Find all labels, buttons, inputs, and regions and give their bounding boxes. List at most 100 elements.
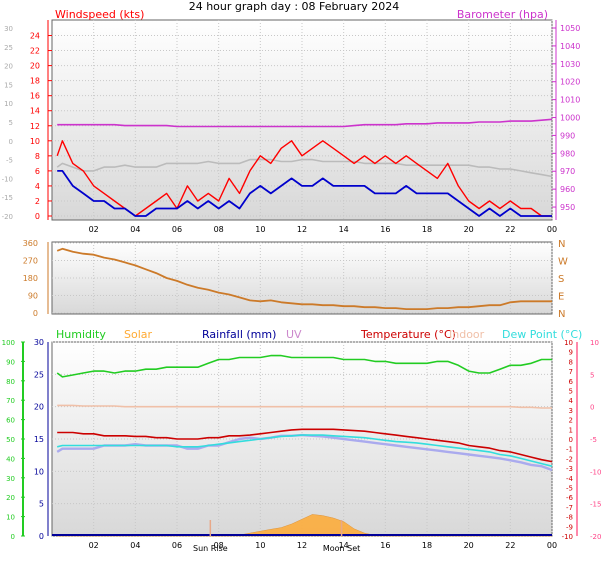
baro-tick-label: 1050 bbox=[560, 24, 580, 33]
direction-tick-label: 360 bbox=[23, 239, 38, 248]
humidity-tick-label: 80 bbox=[6, 378, 15, 386]
temp-tick-label: 2 bbox=[569, 417, 573, 425]
temp-tick-label: -6 bbox=[566, 494, 574, 502]
temp-panel-x-tick: 00 bbox=[547, 541, 557, 550]
humidity-tick-label: 30 bbox=[6, 475, 15, 483]
compass-tick-label: N bbox=[558, 309, 565, 320]
temp-tick-label: -4 bbox=[566, 475, 574, 483]
dewpoint-line bbox=[57, 434, 553, 467]
baro-tick-label: 1010 bbox=[560, 96, 580, 105]
wind-tick-label: 8 bbox=[35, 152, 40, 161]
temp-major-tick-label: 0 bbox=[590, 404, 594, 412]
wind-tick-label: 12 bbox=[30, 122, 40, 131]
temp-panel-x-tick: 02 bbox=[89, 541, 99, 550]
temp-tick-label: -1 bbox=[566, 446, 573, 454]
temp-major-tick-label: 10 bbox=[590, 339, 599, 347]
secondary-axis-tick: -15 bbox=[2, 194, 13, 202]
baro-tick-label: 1000 bbox=[560, 114, 580, 123]
temp-tick-label: -5 bbox=[566, 485, 573, 493]
temp-panel-x-tick: 06 bbox=[172, 541, 182, 550]
temp-major-tick-label: -5 bbox=[590, 436, 597, 444]
humidity-tick-label: 100 bbox=[2, 339, 15, 347]
wind-tick-label: 0 bbox=[35, 212, 40, 221]
temp-major-tick-label: -20 bbox=[590, 533, 601, 541]
rain-tick-label: 30 bbox=[34, 338, 44, 347]
compass-tick-label: E bbox=[558, 292, 564, 303]
wind-tick-label: 16 bbox=[30, 92, 40, 101]
secondary-axis-tick: -20 bbox=[2, 213, 13, 221]
wind-tick-label: 18 bbox=[30, 77, 40, 86]
temp-tick-label: 4 bbox=[569, 397, 574, 405]
baro-tick-label: 1040 bbox=[560, 42, 580, 51]
plots: 242220181614121086420302520151050-5-10-1… bbox=[2, 8, 602, 553]
wind-tick-label: 22 bbox=[30, 47, 40, 56]
temp-tick-label: 7 bbox=[569, 368, 573, 376]
secondary-axis-tick: 15 bbox=[4, 81, 13, 89]
legend-windspeed: Windspeed (kts) bbox=[55, 8, 144, 21]
rain-tick-label: 10 bbox=[34, 467, 44, 476]
humidity-tick-label: 50 bbox=[6, 436, 15, 444]
temp-tick-label: 6 bbox=[569, 378, 574, 386]
extra-series-line bbox=[56, 158, 553, 178]
direction-tick-label: 270 bbox=[23, 257, 38, 266]
secondary-axis-tick: 10 bbox=[4, 100, 13, 108]
wind-panel-x-tick: 00 bbox=[547, 225, 557, 234]
wind-panel-x-tick: 02 bbox=[89, 225, 99, 234]
humidity-tick-label: 70 bbox=[6, 397, 15, 405]
baro-tick-label: 1030 bbox=[560, 60, 580, 69]
humidity-tick-label: 90 bbox=[6, 358, 15, 366]
temp-major-tick-label: 5 bbox=[590, 371, 594, 379]
temp-panel-x-tick: 22 bbox=[505, 541, 515, 550]
baro-tick-label: 960 bbox=[560, 185, 575, 194]
temp-tick-label: 3 bbox=[569, 407, 573, 415]
wind-tick-label: 6 bbox=[35, 167, 40, 176]
wind-panel-x-tick: 08 bbox=[214, 225, 224, 234]
temp-panel-x-tick: 20 bbox=[464, 541, 474, 550]
temp-panel-x-tick: 12 bbox=[297, 541, 307, 550]
wind-panel-x-tick: 14 bbox=[339, 225, 349, 234]
rain-tick-label: 5 bbox=[39, 500, 44, 509]
baro-tick-label: 990 bbox=[560, 131, 575, 140]
temp-tick-label: 9 bbox=[569, 349, 573, 357]
temp-tick-label: -2 bbox=[566, 455, 573, 463]
humidity-line bbox=[56, 354, 552, 378]
wind-average-line bbox=[57, 169, 552, 217]
temp-panel-x-tick: 16 bbox=[380, 541, 390, 550]
temp-tick-label: -9 bbox=[566, 523, 573, 531]
temp-tick-label: -8 bbox=[566, 514, 573, 522]
legend-humidity: Humidity bbox=[56, 328, 106, 341]
indoor-line bbox=[57, 404, 552, 409]
temp-panel-x-tick: 08 bbox=[214, 541, 224, 550]
wind-tick-label: 4 bbox=[35, 182, 40, 191]
temp-tick-label: 10 bbox=[564, 339, 573, 347]
legend-barometer: Barometer (hpa) bbox=[457, 8, 548, 21]
secondary-axis-tick: 5 bbox=[9, 119, 13, 127]
rain-tick-label: 25 bbox=[34, 370, 44, 379]
secondary-axis-tick: -5 bbox=[6, 157, 13, 165]
secondary-axis-tick: 20 bbox=[4, 63, 13, 71]
wind-panel-x-tick: 06 bbox=[172, 225, 182, 234]
wind-tick-label: 2 bbox=[35, 197, 40, 206]
legend-temperature: Temperature (°C) bbox=[360, 328, 456, 341]
baro-tick-label: 980 bbox=[560, 149, 575, 158]
direction-tick-label: 180 bbox=[23, 274, 38, 283]
direction-tick-label: 90 bbox=[28, 292, 38, 301]
secondary-axis-tick: -10 bbox=[2, 175, 13, 183]
temp-panel-x-tick: 04 bbox=[130, 541, 140, 550]
legend-rainfall: Rainfall (mm) bbox=[202, 328, 276, 341]
temp-panel-x-tick: 10 bbox=[255, 541, 265, 550]
humidity-tick-label: 20 bbox=[6, 494, 15, 502]
graph-title: 24 hour graph day : 08 February 2024 bbox=[189, 0, 400, 13]
wind-tick-label: 20 bbox=[30, 62, 40, 71]
temp-tick-label: 0 bbox=[569, 436, 573, 444]
temp-panel-x-tick: 14 bbox=[339, 541, 349, 550]
baro-tick-label: 1020 bbox=[560, 78, 580, 87]
legend-uv: UV bbox=[286, 328, 302, 341]
temp-tick-label: -10 bbox=[562, 533, 573, 541]
wind-panel-x-tick: 04 bbox=[130, 225, 140, 234]
secondary-axis-tick: 25 bbox=[4, 44, 13, 52]
wind-panel-x-tick: 10 bbox=[255, 225, 265, 234]
temp-tick-label: -7 bbox=[566, 504, 573, 512]
temp-major-tick-label: -10 bbox=[590, 468, 601, 476]
